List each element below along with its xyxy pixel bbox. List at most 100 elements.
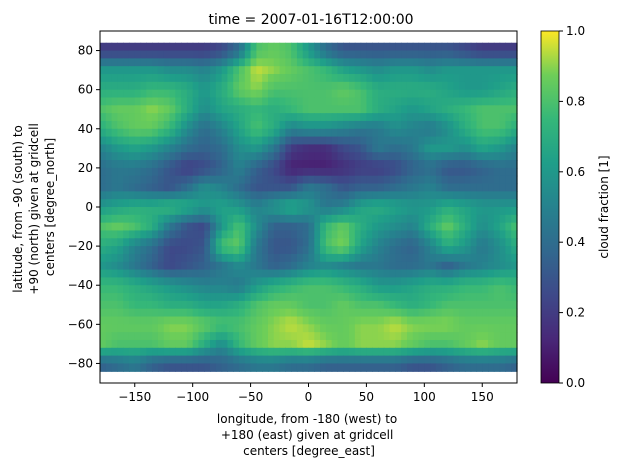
heatmap-cell (354, 199, 362, 208)
heatmap-cell (424, 214, 431, 224)
heatmap-cell (163, 160, 171, 169)
heatmap-cell (134, 175, 142, 185)
heatmap-cell (360, 81, 368, 91)
heatmap-cell (128, 105, 136, 114)
heatmap-cell (378, 191, 385, 200)
heatmap-cell (100, 308, 107, 318)
heatmap-cell (256, 183, 263, 192)
heatmap-cell (279, 167, 286, 177)
heatmap-cell (267, 183, 275, 192)
heatmap-cell (493, 128, 501, 138)
heatmap-cell (401, 269, 408, 278)
heatmap-cell (349, 324, 356, 333)
heatmap-cell (499, 230, 507, 239)
heatmap-cell (476, 222, 483, 232)
heatmap-cell (267, 42, 275, 52)
heatmap-cell (406, 207, 414, 216)
heatmap-cell (511, 50, 518, 59)
heatmap-cell (186, 332, 194, 341)
heatmap-cell (291, 89, 298, 99)
heatmap-cell (285, 42, 292, 52)
heatmap-cell (105, 144, 113, 153)
heatmap-cell (320, 285, 327, 294)
heatmap-cell (459, 199, 466, 208)
heatmap-cell (366, 300, 373, 310)
heatmap-cell (233, 128, 240, 138)
heatmap-cell (511, 42, 518, 52)
heatmap-cell (482, 277, 489, 286)
heatmap-cell (175, 113, 182, 122)
heatmap-cell (511, 144, 518, 153)
heatmap-cell (215, 269, 223, 278)
heatmap-cell (418, 293, 425, 302)
heatmap-cell (169, 293, 176, 302)
heatmap-cell (250, 136, 257, 146)
heatmap-cell (204, 144, 211, 153)
heatmap-cell (291, 113, 298, 122)
heatmap-cell (493, 191, 501, 200)
heatmap-cell (134, 339, 142, 349)
heatmap-cell (476, 152, 483, 161)
heatmap-cell (302, 277, 310, 286)
heatmap-cell (210, 175, 217, 185)
heatmap-cell (464, 324, 472, 333)
heatmap-cell (279, 230, 286, 239)
heatmap-cell (372, 167, 379, 177)
heatmap-cell (430, 253, 437, 263)
heatmap-cell (308, 191, 315, 200)
heatmap-cell (198, 332, 205, 341)
heatmap-cell (285, 120, 292, 130)
heatmap-cell (343, 285, 350, 294)
heatmap-cell (482, 183, 489, 192)
y-tick-label: 60 (78, 83, 93, 97)
heatmap-cell (210, 58, 217, 67)
heatmap-cell (128, 308, 136, 318)
heatmap-cell (470, 246, 478, 255)
heatmap-cell (412, 261, 420, 271)
heatmap-cell (435, 300, 443, 310)
heatmap-cell (175, 355, 182, 365)
heatmap-cell (146, 316, 153, 325)
heatmap-cell (453, 42, 460, 52)
heatmap-cell (447, 269, 454, 278)
heatmap-cell (511, 191, 518, 200)
heatmap-cell (314, 308, 321, 318)
heatmap-cell (447, 293, 454, 302)
heatmap-cell (476, 144, 483, 153)
heatmap-cell (308, 230, 315, 239)
heatmap-cell (256, 81, 263, 91)
heatmap-cell (296, 285, 304, 294)
heatmap-cell (239, 207, 246, 216)
heatmap-cell (337, 300, 344, 310)
heatmap-cell (244, 191, 252, 200)
heatmap-cell (169, 42, 176, 52)
heatmap-cell (296, 222, 304, 232)
heatmap-cell (354, 324, 362, 333)
heatmap-cell (111, 144, 118, 153)
heatmap-cell (291, 144, 298, 153)
heatmap-cell (395, 230, 402, 239)
heatmap-cell (285, 269, 292, 278)
heatmap-cell (152, 81, 159, 91)
heatmap-cell (221, 152, 229, 161)
heatmap-cell (331, 324, 339, 333)
heatmap-cell (239, 339, 246, 349)
heatmap-cell (505, 136, 512, 146)
heatmap-cell (134, 300, 142, 310)
heatmap-cell (424, 238, 431, 247)
heatmap-cell (210, 81, 217, 91)
heatmap-cell (395, 144, 402, 153)
heatmap-cell (256, 89, 263, 99)
heatmap-cell (273, 74, 281, 83)
heatmap-cell (406, 66, 414, 75)
heatmap-cell (424, 230, 431, 239)
heatmap-cell (146, 246, 153, 255)
heatmap-cell (435, 222, 443, 232)
heatmap-cell (273, 285, 281, 294)
heatmap-cell (406, 339, 414, 349)
heatmap-cell (186, 66, 194, 75)
heatmap-cell (105, 285, 113, 294)
heatmap-layer (100, 31, 518, 383)
heatmap-cell (459, 97, 466, 106)
heatmap-cell (198, 277, 205, 286)
